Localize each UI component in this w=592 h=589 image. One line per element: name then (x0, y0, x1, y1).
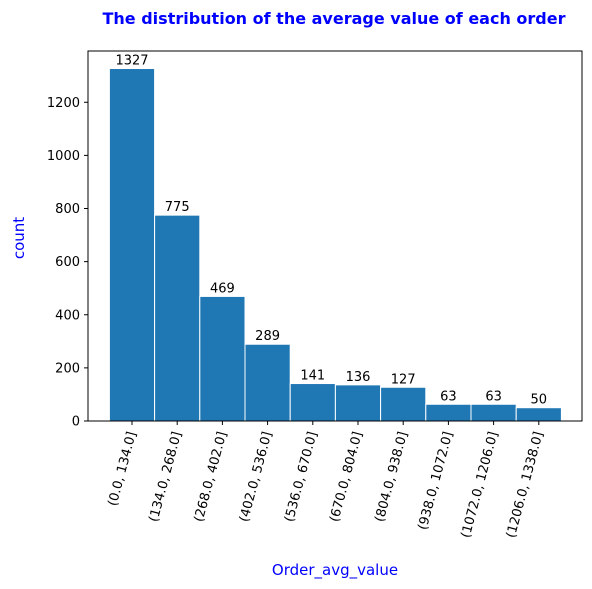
x-axis: (0.0, 134.0] (134.0, 268.0] (268.0, 402.0]… (106, 421, 547, 540)
data-label: 775 (165, 200, 190, 215)
y-tick-label: 800 (55, 202, 80, 217)
bar (289, 383, 336, 422)
data-label: 50 (531, 393, 548, 408)
data-label: 1327 (115, 54, 148, 69)
bar (334, 384, 382, 422)
bar (380, 386, 427, 422)
chart-title: The distribution of the average value of… (103, 9, 566, 28)
y-tick-label: 1000 (47, 149, 80, 164)
y-axis: 0 200 400 600 800 1000 1200 (47, 96, 88, 430)
data-label: 63 (485, 389, 502, 404)
y-tick-label: 200 (55, 361, 80, 376)
x-tick-label: (536.0, 670.0] (282, 430, 321, 524)
y-axis-label: count (10, 217, 28, 259)
x-tick-label: (0.0, 134.0] (106, 430, 140, 508)
x-axis-label: Order_avg_value (272, 561, 398, 580)
bar (425, 403, 472, 422)
data-label: 127 (391, 372, 416, 387)
data-label: 469 (210, 281, 235, 296)
x-tick-label: (134.0, 268.0] (147, 430, 186, 524)
x-tick-label: (804.0, 938.0] (373, 430, 412, 524)
y-tick-label: 600 (55, 255, 80, 270)
bar (154, 214, 201, 422)
plot-frame (87, 50, 583, 422)
x-tick-label: (938.0, 1072.0] (416, 430, 457, 532)
x-tick-label: (1072.0, 1206.0] (459, 430, 502, 540)
data-label: 141 (300, 369, 325, 384)
bars-group (108, 68, 562, 422)
data-label: 289 (255, 329, 280, 344)
data-label: 136 (346, 370, 371, 385)
x-tick-label: (402.0, 536.0] (237, 430, 276, 524)
data-label: 63 (440, 389, 457, 404)
bar (470, 403, 517, 422)
bar (199, 295, 246, 422)
bar (515, 407, 562, 422)
y-tick-label: 400 (55, 308, 80, 323)
y-tick-label: 1200 (47, 96, 80, 111)
x-tick-label: (670.0, 804.0] (327, 430, 366, 524)
x-tick-label: (268.0, 402.0] (192, 430, 231, 524)
x-tick-label: (1206.0, 1338.0] (504, 430, 547, 540)
bar (108, 68, 156, 422)
y-tick-label: 0 (72, 415, 80, 430)
bar (244, 343, 291, 422)
data-labels-group: 1327 775 469 289 141 136 127 63 63 50 (115, 54, 547, 408)
